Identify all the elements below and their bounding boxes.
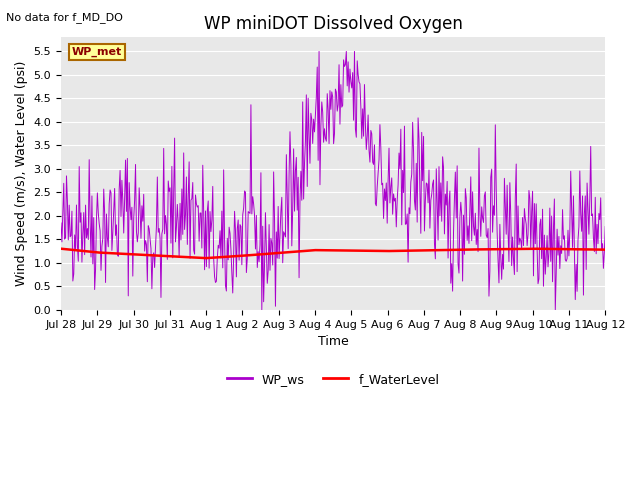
X-axis label: Time: Time bbox=[318, 335, 349, 348]
Title: WP miniDOT Dissolved Oxygen: WP miniDOT Dissolved Oxygen bbox=[204, 15, 463, 33]
Text: WP_met: WP_met bbox=[72, 47, 122, 58]
Legend: WP_ws, f_WaterLevel: WP_ws, f_WaterLevel bbox=[222, 368, 444, 391]
Text: No data for f_MD_DO: No data for f_MD_DO bbox=[6, 12, 124, 23]
Y-axis label: Wind Speed (m/s), Water Level (psi): Wind Speed (m/s), Water Level (psi) bbox=[15, 61, 28, 286]
